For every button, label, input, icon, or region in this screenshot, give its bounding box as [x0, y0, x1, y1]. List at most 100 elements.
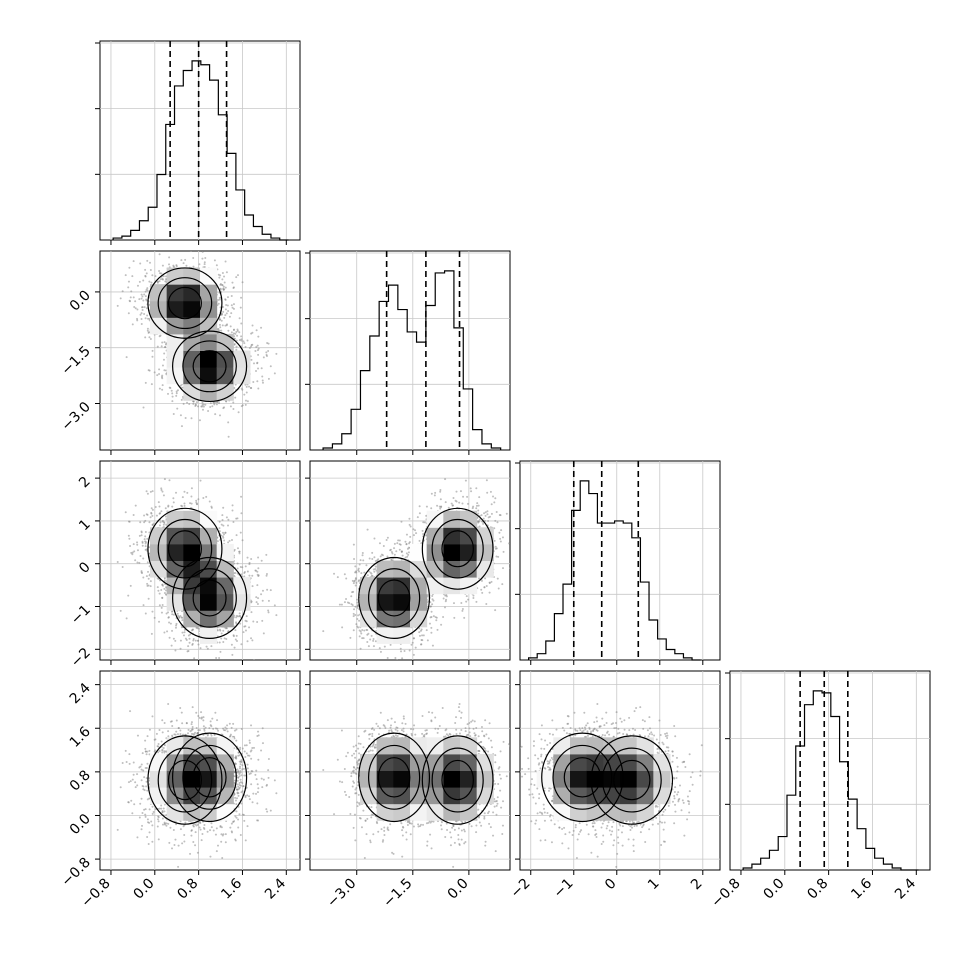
sample-point [238, 612, 241, 615]
sample-point [223, 275, 226, 278]
sample-point [201, 405, 204, 408]
sample-point [230, 304, 233, 307]
sample-point [239, 531, 242, 534]
sample-point [267, 611, 270, 614]
sample-point [148, 331, 151, 334]
sample-point [257, 335, 260, 338]
sample-point [191, 643, 194, 646]
sample-point [171, 629, 174, 632]
sample-point [231, 509, 234, 512]
sample-point [228, 315, 231, 318]
sample-point [230, 331, 233, 334]
sample-point [158, 269, 161, 272]
sample-point [226, 524, 229, 527]
sample-point [223, 533, 226, 536]
sample-point [144, 268, 147, 271]
sample-point [244, 383, 247, 386]
sample-point [167, 504, 170, 507]
sample-point [231, 504, 234, 507]
sample-point [256, 380, 259, 383]
sample-point [215, 264, 218, 267]
sample-point [199, 647, 202, 650]
sample-point [162, 494, 165, 497]
sample-point [125, 617, 128, 620]
sample-point [233, 646, 236, 649]
sample-point [147, 584, 150, 587]
sample-point [146, 329, 149, 332]
sample-point [230, 643, 233, 646]
sample-point [256, 621, 259, 624]
sample-point [232, 520, 235, 523]
sample-point [163, 478, 166, 481]
sample-point [144, 295, 147, 298]
sample-point [128, 266, 131, 269]
sample-point [260, 367, 263, 370]
sample-point [235, 622, 238, 625]
sample-point [190, 502, 193, 505]
sample-point [222, 524, 225, 527]
sample-point [149, 580, 152, 583]
sample-point [221, 278, 224, 281]
sample-point [163, 579, 166, 582]
sample-point [158, 620, 161, 623]
sample-point [221, 531, 224, 534]
sample-point [218, 276, 221, 279]
sample-point [220, 319, 223, 322]
sample-point [160, 272, 163, 275]
sample-point [164, 515, 167, 518]
sample-point [203, 261, 206, 264]
sample-point [157, 501, 160, 504]
sample-point [142, 406, 145, 409]
sample-point [161, 490, 164, 493]
density-cell [183, 317, 201, 335]
density-cell [166, 267, 184, 285]
sample-point [161, 519, 164, 522]
sample-point [235, 640, 238, 643]
sample-point [225, 312, 228, 315]
sample-point [158, 524, 161, 527]
sample-point [257, 367, 260, 370]
sample-point [198, 627, 201, 630]
sample-point [172, 613, 175, 616]
sample-point [227, 329, 230, 332]
sample-point [236, 329, 239, 332]
density-cell [200, 333, 218, 351]
sample-point [250, 345, 253, 348]
sample-point [255, 596, 258, 599]
sample-point [233, 548, 236, 551]
sample-point [179, 647, 182, 650]
sample-point [145, 299, 148, 302]
sample-point [176, 389, 179, 392]
sample-point [129, 584, 132, 587]
sample-point [224, 324, 227, 327]
sample-point [232, 307, 235, 310]
sample-point [187, 248, 189, 250]
sample-point [229, 325, 232, 328]
sample-point [200, 662, 202, 664]
sample-point [144, 336, 147, 339]
sample-point [145, 288, 148, 291]
sample-point [131, 275, 134, 278]
sample-point [248, 385, 251, 388]
sample-point [158, 335, 161, 338]
sample-point [222, 506, 225, 509]
sample-point [189, 633, 192, 636]
sample-point [192, 402, 195, 405]
sample-point [241, 281, 244, 284]
sample-point [150, 507, 153, 510]
sample-point [204, 256, 207, 259]
sample-point [164, 507, 167, 510]
sample-point [128, 537, 131, 540]
sample-point [158, 372, 161, 375]
sample-point [255, 329, 258, 332]
sample-point [175, 622, 178, 625]
sample-point [265, 572, 268, 575]
sample-point [145, 307, 148, 310]
sample-point [244, 345, 247, 348]
sample-point [175, 624, 178, 627]
sample-point [175, 491, 178, 494]
sample-point [214, 401, 217, 404]
sample-point [145, 272, 148, 275]
sample-point [216, 328, 219, 331]
sample-point [182, 402, 185, 405]
